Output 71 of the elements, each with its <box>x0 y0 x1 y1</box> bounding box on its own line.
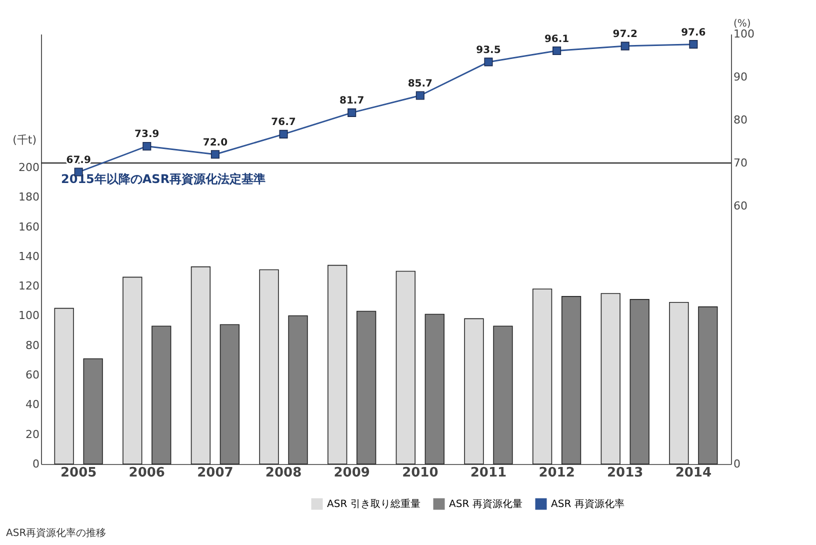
data-label: 76.7 <box>271 117 296 128</box>
bar <box>54 308 74 464</box>
bar <box>396 270 416 464</box>
x-tick-label: 2011 <box>470 466 507 480</box>
y-tick-label: 0 <box>32 458 40 470</box>
x-tick-label: 2012 <box>538 466 575 480</box>
x-tick-label: 2013 <box>607 466 644 480</box>
y2-tick-label: 90 <box>734 70 748 84</box>
x-tick-label: 2014 <box>675 466 712 480</box>
y2-tick-label: 0 <box>734 458 740 470</box>
bar <box>190 266 211 464</box>
point <box>552 46 562 56</box>
data-label: 73.9 <box>134 129 160 140</box>
y2-tick-label: 70 <box>734 156 748 170</box>
y-tick-label: 160 <box>18 220 40 234</box>
y-tick-label: 140 <box>18 250 40 263</box>
y-tick-label: 100 <box>18 309 40 322</box>
y-axis-title: (千t) <box>12 134 36 147</box>
bar <box>493 326 513 464</box>
y-tick-label: 40 <box>26 398 40 412</box>
bar <box>83 358 103 464</box>
bar <box>424 314 444 464</box>
point <box>142 142 152 151</box>
bar <box>328 264 348 464</box>
y2-tick-label: 100 <box>734 28 754 40</box>
y2-tick-label: 60 <box>734 200 748 212</box>
data-label: 85.7 <box>408 78 433 90</box>
y-tick-label: 180 <box>18 190 40 204</box>
y2-tick-label: 80 <box>734 114 748 126</box>
legend-label: ASR 再資源化量 <box>449 498 522 510</box>
bar <box>532 288 552 464</box>
y-tick-label: 60 <box>26 368 40 382</box>
y-tick-label: 80 <box>26 338 40 352</box>
data-label: 93.5 <box>476 44 501 56</box>
legend-label: ASR 引き取り総重量 <box>327 498 420 510</box>
y-tick-label: 200 <box>18 160 40 174</box>
point <box>689 40 698 49</box>
bar <box>259 269 279 464</box>
bar <box>600 293 620 464</box>
point <box>210 150 220 159</box>
bar <box>464 318 484 464</box>
y-tick-label: 20 <box>26 428 40 441</box>
point <box>416 91 424 100</box>
bar <box>356 310 376 464</box>
data-label: 72.0 <box>202 137 228 148</box>
point <box>279 130 288 138</box>
data-label: 97.6 <box>681 27 706 38</box>
bar <box>122 276 142 464</box>
y-tick-label: 120 <box>18 280 40 293</box>
x-tick-label: 2010 <box>402 466 438 480</box>
data-label: 81.7 <box>340 96 364 107</box>
y2-axis-title: (%) <box>734 18 751 30</box>
point <box>348 108 356 117</box>
bar <box>669 302 689 464</box>
point <box>484 58 493 66</box>
x-tick-label: 2009 <box>334 466 370 480</box>
x-tick-label: 2006 <box>128 466 165 480</box>
bar <box>220 324 240 464</box>
bar <box>630 299 650 464</box>
legend-label: ASR 再資源化率 <box>551 498 624 510</box>
x-tick-label: 2007 <box>197 466 234 480</box>
x-tick-label: 2008 <box>265 466 302 480</box>
bar <box>561 296 582 464</box>
bar <box>698 306 718 464</box>
point <box>620 42 630 50</box>
bar <box>152 326 172 464</box>
data-label: 97.2 <box>612 29 638 40</box>
text: ASR再資源化率の推移 <box>6 526 106 540</box>
x-tick-label: 2005 <box>60 466 97 480</box>
bar <box>288 315 308 464</box>
data-label: 96.1 <box>544 34 570 45</box>
